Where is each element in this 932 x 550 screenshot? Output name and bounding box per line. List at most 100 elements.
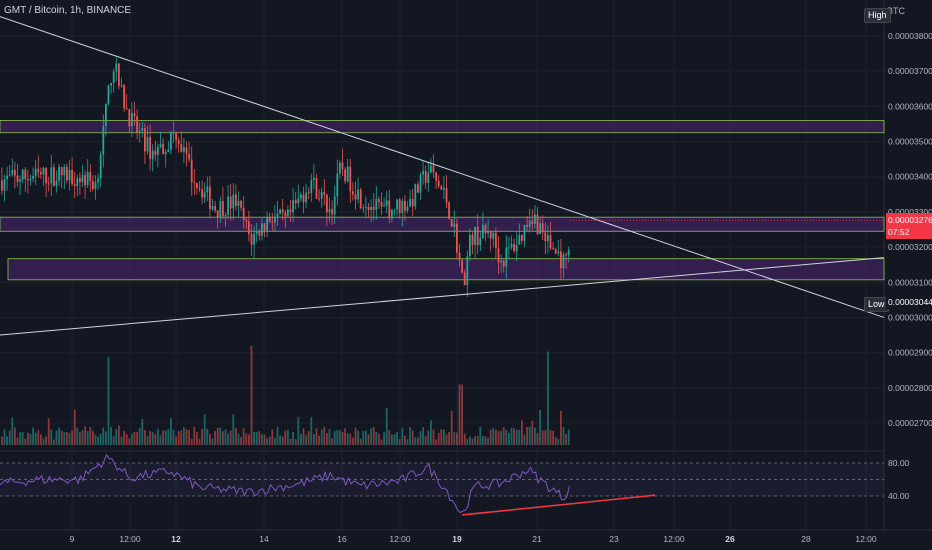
candle-body	[118, 63, 120, 87]
volume-bar	[305, 435, 307, 445]
volume-bar	[255, 431, 258, 445]
time-axis[interactable]: 9 12:00 12 14 16 12:00 19 21 23 12:00 26 28 12:00	[70, 534, 877, 544]
candle-body	[229, 196, 232, 209]
volume-bar	[482, 435, 484, 445]
support-resistance-zone	[0, 120, 885, 134]
candle-body	[339, 162, 341, 174]
volume-bar	[536, 433, 539, 445]
rsi-panel: 80.00 40.00	[0, 453, 910, 516]
low-price-label: 0.00003044	[886, 296, 932, 309]
volume-bar	[45, 436, 47, 445]
volume-bar	[128, 438, 131, 445]
volume-bar	[229, 430, 232, 445]
volume-bar	[505, 429, 508, 445]
candle-body	[58, 167, 60, 181]
volume-bar	[287, 429, 289, 445]
candle-body	[300, 194, 302, 199]
candle-body	[76, 178, 79, 186]
candle-body	[352, 191, 354, 195]
candle-body	[289, 209, 292, 213]
volume-bar	[42, 438, 45, 445]
volume-bar	[214, 431, 216, 445]
candle-body	[66, 166, 68, 181]
volume-bar	[383, 431, 385, 445]
volume-bar	[333, 431, 336, 445]
volume-bar	[107, 357, 110, 445]
candle-body	[138, 130, 141, 133]
volume-bar	[193, 426, 196, 445]
volume-bar	[560, 410, 562, 445]
candle-body	[341, 162, 344, 170]
volume-bar	[310, 417, 313, 445]
volume-bar	[6, 436, 8, 445]
volume-bar	[393, 433, 396, 445]
candle-body	[547, 235, 549, 242]
volume-bar	[170, 418, 172, 445]
candle-body	[42, 168, 45, 175]
volume-bar	[120, 436, 123, 445]
candle-body	[271, 221, 274, 223]
candle-body	[544, 232, 547, 242]
candle-body	[513, 243, 515, 252]
volume-bar	[175, 436, 177, 445]
candle-body	[172, 132, 175, 134]
volume-bar	[50, 429, 53, 445]
candle-body	[502, 260, 505, 267]
candle-body	[193, 182, 196, 184]
time-tick-label: 23	[609, 534, 619, 544]
volume-bar	[469, 436, 471, 445]
volume-bar	[157, 428, 159, 445]
candle-body	[222, 201, 224, 217]
candle-body	[536, 214, 539, 235]
candle-body	[125, 108, 128, 110]
volume-bar	[29, 433, 32, 445]
candle-body	[406, 206, 409, 211]
volume-bar	[292, 432, 294, 445]
axis-unit-label: BTC	[887, 6, 905, 16]
candle-body	[235, 194, 237, 206]
volume-bar	[487, 437, 489, 445]
candle-body	[157, 146, 159, 155]
trend-line	[0, 257, 885, 336]
candle-body	[177, 139, 180, 145]
volume-bar	[453, 432, 456, 445]
price-axis[interactable]: 0.00003800 0.00003700 0.00003600 0.00003500…	[888, 31, 932, 428]
candle-body	[154, 150, 157, 155]
candle-body	[255, 230, 258, 234]
volume-bar	[21, 432, 24, 445]
candle-body	[24, 169, 27, 180]
candle-body	[133, 113, 136, 117]
candle-body	[188, 154, 190, 160]
volume-bar	[427, 430, 430, 445]
candle-body	[565, 254, 567, 256]
volume-bar	[274, 437, 276, 445]
candle-body	[146, 137, 149, 152]
candle-body	[414, 184, 417, 207]
candle-body	[175, 132, 177, 140]
candle-body	[469, 234, 471, 257]
candle-body	[432, 165, 435, 173]
candle-body	[81, 174, 84, 183]
candle-body	[505, 247, 508, 267]
candle-body	[437, 180, 440, 187]
volume-bar	[133, 431, 136, 445]
candle-body	[253, 233, 255, 245]
volume-bar	[510, 427, 513, 445]
candle-body	[411, 199, 414, 207]
volume-bar	[385, 407, 388, 445]
volume-bar	[458, 384, 461, 445]
volume-bar	[437, 432, 440, 445]
candle-body	[107, 85, 110, 104]
candle-body	[518, 234, 521, 245]
volume-bar	[79, 432, 81, 445]
time-tick-label: 12:00	[119, 534, 141, 544]
volume-bar	[479, 426, 482, 445]
volume-bar	[448, 431, 450, 445]
candle-body	[482, 224, 484, 239]
candle-body	[367, 206, 370, 210]
candle-body	[110, 82, 112, 86]
candle-body	[375, 198, 378, 210]
candle-body	[92, 181, 94, 189]
candle-body	[292, 200, 294, 213]
